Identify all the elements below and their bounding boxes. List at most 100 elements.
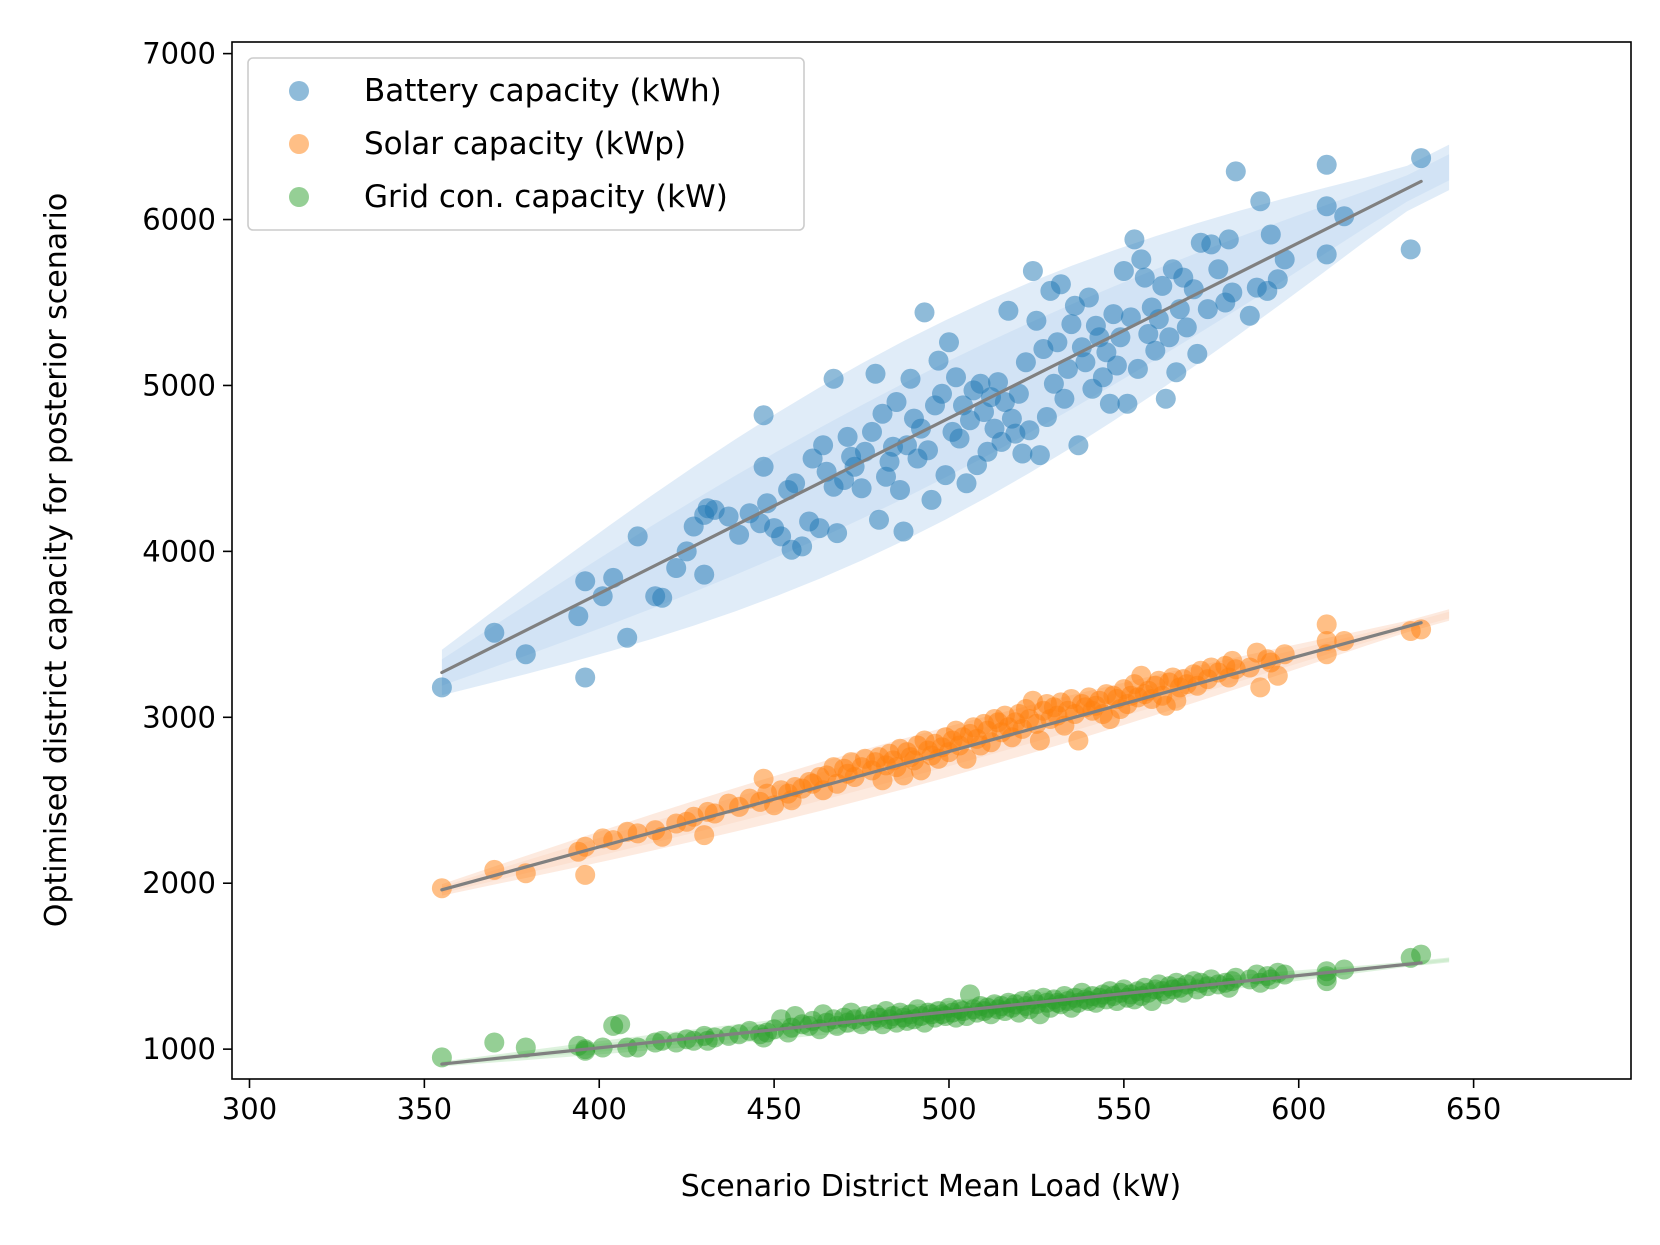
battery-point: [1106, 355, 1127, 376]
battery-point: [1068, 435, 1089, 456]
battery-point: [879, 451, 900, 472]
battery-point: [935, 465, 956, 486]
solar-point: [956, 748, 977, 769]
battery-point: [1239, 305, 1260, 326]
battery-point: [974, 402, 994, 422]
legend-label-solar: Solar capacity (kWp): [364, 126, 686, 162]
battery-point: [1026, 310, 1047, 331]
battery-point: [1218, 229, 1239, 250]
solar-point: [1267, 665, 1288, 686]
battery-point: [1208, 259, 1229, 280]
battery-point: [1145, 340, 1166, 361]
battery-point: [1043, 373, 1064, 394]
battery-point: [1138, 324, 1159, 344]
battery-point: [1316, 196, 1337, 217]
grid-point: [1411, 944, 1432, 965]
legend-box: [247, 57, 805, 231]
battery-point: [893, 521, 914, 542]
battery-point: [1134, 267, 1155, 288]
battery-point: [1187, 343, 1208, 364]
x-tick-label: 600: [1271, 1092, 1326, 1126]
regression-lines: [440, 179, 1423, 1066]
solar-point: [1250, 677, 1271, 698]
battery-point: [1316, 154, 1337, 175]
battery-point: [568, 606, 589, 627]
battery-point: [1054, 388, 1075, 409]
battery-point: [869, 509, 889, 530]
battery-point: [575, 667, 596, 688]
solar-point: [694, 825, 715, 846]
battery-point: [431, 677, 452, 698]
battery-point: [823, 368, 844, 389]
battery-point: [694, 564, 715, 585]
battery-point: [652, 587, 673, 608]
x-tick-label: 300: [222, 1092, 277, 1126]
battery-point: [1201, 234, 1222, 255]
solar-point: [753, 768, 774, 789]
x-tick-label: 500: [921, 1092, 976, 1126]
battery-point: [1159, 327, 1180, 348]
legend-marker-battery: [289, 81, 309, 101]
battery-point: [484, 622, 505, 643]
grid-point: [627, 1037, 648, 1058]
x-tick-label: 550: [1096, 1092, 1151, 1126]
data-points: [431, 148, 1432, 1068]
battery-point: [1124, 229, 1145, 250]
battery-point: [1022, 261, 1043, 281]
battery-point: [1008, 383, 1029, 404]
battery-point: [1078, 287, 1099, 308]
legend-label-battery: Battery capacity (kWh): [364, 73, 722, 109]
battery-point: [1197, 299, 1218, 320]
grid-point: [610, 1014, 631, 1035]
battery-point: [862, 421, 882, 442]
battery-point: [1152, 275, 1173, 296]
battery-point: [1222, 282, 1243, 303]
battery-point: [1019, 420, 1040, 441]
grid-point: [515, 1037, 536, 1058]
battery-point: [1050, 274, 1071, 295]
x-tick-label: 650: [1446, 1092, 1501, 1126]
solar-point: [1068, 730, 1089, 751]
battery-point: [515, 644, 536, 665]
battery-point: [932, 383, 952, 404]
battery-point: [1225, 161, 1246, 182]
battery-point: [592, 586, 613, 607]
battery-point: [1117, 393, 1138, 414]
battery-point: [1061, 314, 1082, 335]
battery-point: [1057, 358, 1078, 379]
battery-point: [956, 473, 977, 494]
battery-point: [627, 526, 648, 547]
battery-point: [872, 403, 893, 424]
battery-point: [928, 350, 949, 371]
y-tick-label: 2000: [142, 866, 216, 900]
battery-point: [1155, 388, 1176, 409]
battery-point: [914, 302, 935, 323]
battery-point: [949, 428, 970, 449]
y-tick-label: 5000: [142, 368, 216, 402]
plot-frame: [231, 41, 1632, 1080]
x-tick-label: 350: [397, 1092, 452, 1126]
solar-point: [1316, 614, 1337, 635]
battery-point: [1036, 407, 1057, 427]
battery-point: [1047, 332, 1068, 353]
axis-ticks: 300 350 400 450 500 550 600 650 1000 2000 3000 4000…: [142, 37, 1501, 1126]
legend-marker-solar: [289, 134, 309, 154]
solar-point: [1131, 665, 1152, 686]
grid-point: [1274, 964, 1295, 985]
solar-point: [575, 864, 596, 885]
battery-point: [575, 571, 596, 592]
battery-point: [837, 426, 858, 447]
legend-marker-grid: [289, 187, 309, 207]
battery-point: [1166, 362, 1187, 383]
battery-point: [900, 368, 921, 389]
battery-point: [1274, 249, 1295, 270]
battery-point: [1075, 352, 1096, 373]
battery-point: [666, 558, 687, 578]
grid-point: [1316, 971, 1337, 992]
solar-point: [872, 770, 893, 791]
battery-point: [1001, 408, 1022, 429]
battery-point: [827, 523, 848, 544]
battery-point: [918, 440, 938, 461]
battery-point: [876, 466, 896, 487]
